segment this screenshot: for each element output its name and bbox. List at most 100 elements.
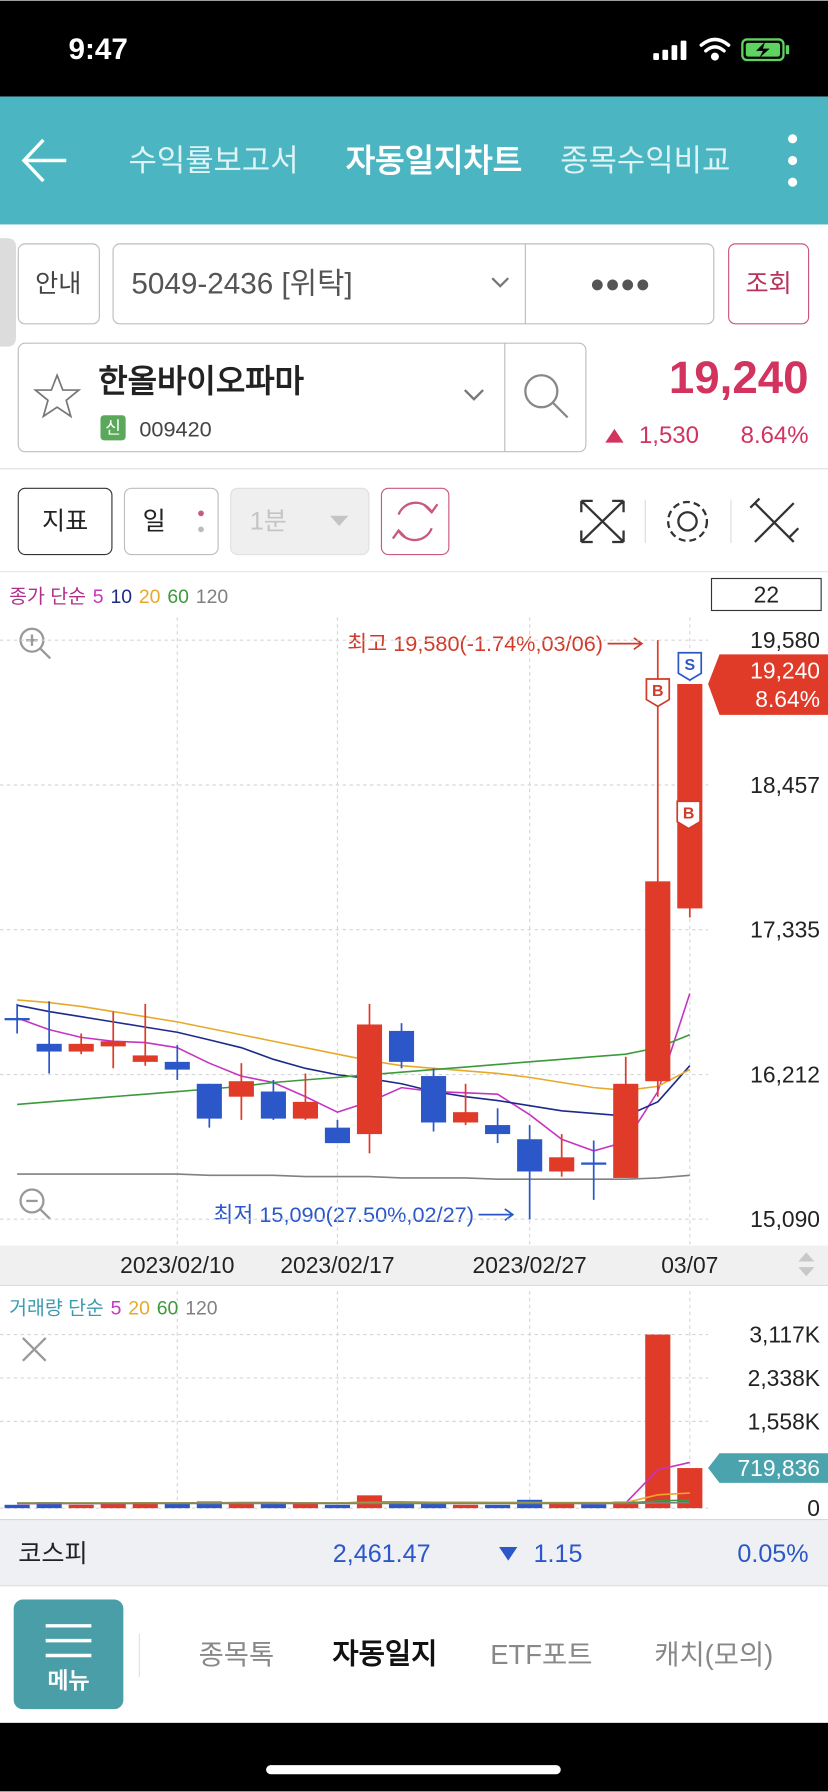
badge: [100, 415, 126, 441]
volume-bar: [100, 1503, 126, 1509]
legend-title: 종가 단순: [9, 586, 86, 608]
legend-entry: 20: [128, 1297, 150, 1319]
nav-tab[interactable]: 종목톡: [199, 1639, 275, 1670]
dot: [198, 526, 204, 533]
indicator-button[interactable]: [17, 487, 113, 556]
interval-button[interactable]: [230, 487, 370, 556]
password-mask[interactable]: ●●●●: [590, 270, 651, 298]
guide-label: 안내: [35, 270, 81, 298]
stock-change: 1,530: [639, 422, 699, 449]
period-label: 일: [143, 507, 166, 535]
volume-bar: [36, 1502, 62, 1509]
price-tag-label: 19,240: [750, 657, 820, 683]
indicator-label: 지표: [42, 507, 88, 535]
favorite-icon[interactable]: [33, 372, 82, 419]
volume-bar: [485, 1504, 511, 1509]
stock-box[interactable]: [17, 342, 587, 453]
volume-bar: [677, 1468, 703, 1509]
refresh-button[interactable]: [380, 487, 450, 556]
candle-body: [100, 1041, 126, 1047]
candle-body: [324, 1127, 351, 1144]
count-box[interactable]: [710, 577, 822, 612]
header-tab[interactable]: 종목수익비교: [560, 143, 730, 178]
battery-icon: [741, 38, 790, 62]
candle-body: [677, 684, 703, 909]
tools-button[interactable]: [749, 497, 800, 543]
volume-bar: [68, 1504, 94, 1509]
price-tag-label: 8.64%: [755, 686, 820, 712]
candle-body: [581, 1162, 607, 1165]
side-tab[interactable]: [0, 238, 16, 347]
dot: [198, 510, 204, 517]
candle-body: [260, 1091, 286, 1119]
y-tick-label: 17,335: [750, 917, 820, 943]
search-button[interactable]: [524, 374, 569, 419]
volume-bar: [453, 1504, 479, 1509]
marker-label: S: [684, 657, 695, 674]
volume-bar: [420, 1503, 447, 1509]
header-tab-active[interactable]: 자동일지차트: [346, 143, 522, 179]
period-button[interactable]: [123, 487, 219, 556]
volume-bar: [645, 1334, 671, 1509]
volume-bar: [549, 1503, 575, 1509]
back-button[interactable]: [21, 138, 67, 183]
account-box[interactable]: [112, 243, 715, 325]
candle-body: [388, 1030, 415, 1062]
date-axis: [0, 1245, 828, 1286]
candle-body: [292, 1101, 318, 1119]
candle-body: [36, 1043, 62, 1052]
candle-body: [132, 1055, 158, 1062]
volume-bar: [228, 1503, 254, 1509]
legend-entry: 10: [110, 586, 132, 608]
volume-bar: [164, 1503, 190, 1509]
more-button[interactable]: [788, 134, 798, 187]
ma-line: [17, 999, 691, 1092]
legend-entry: 60: [157, 1297, 179, 1319]
ma-line: [16, 993, 691, 1152]
status-time: 9:47: [69, 33, 128, 66]
home-area: [0, 1722, 828, 1792]
volume-bar: [388, 1503, 415, 1509]
close-volume-button[interactable]: [22, 1337, 47, 1362]
query-button[interactable]: [728, 243, 810, 325]
x-tick-label: 03/07: [661, 1252, 718, 1278]
index-value: 2,461.47: [333, 1540, 431, 1568]
stock-name: 한올바이오파마: [98, 363, 304, 399]
volume-bar: [581, 1504, 607, 1509]
candle-body: [517, 1139, 543, 1172]
y-tick-label: 2,338K: [748, 1365, 820, 1391]
x-tick-label: 2023/02/10: [120, 1252, 234, 1278]
volume-bar: [613, 1501, 639, 1509]
menu-icon: [45, 1624, 92, 1658]
y-tick-label: 18,457: [750, 772, 820, 798]
index-change: 1.15: [534, 1540, 583, 1568]
expand-button[interactable]: [580, 499, 625, 544]
candle-body: [613, 1083, 639, 1178]
volume-bar: [324, 1504, 351, 1509]
home-indicator[interactable]: [266, 1765, 561, 1775]
volume-bar: [260, 1503, 286, 1509]
badge-label: 신: [105, 418, 121, 438]
nav-tab[interactable]: ETF포트: [490, 1639, 592, 1670]
chart-layer: 19,580 18,457 17,335 16,212 15,090 3,117K 2,33…: [0, 586, 828, 1521]
header-tab[interactable]: 수익률보고서: [128, 143, 298, 178]
nav-tab-active[interactable]: 자동일지: [332, 1638, 437, 1670]
refresh-icon: [391, 501, 439, 542]
candle-body: [196, 1083, 222, 1119]
guide-button[interactable]: [17, 243, 100, 325]
annotation-arrow: [607, 637, 644, 651]
status-bar: [0, 0, 828, 97]
ma-line: [17, 1034, 691, 1106]
settings-button[interactable]: [666, 500, 709, 542]
volume-tag: [708, 1453, 828, 1483]
volume-bar: [292, 1503, 318, 1509]
zoom-out-button[interactable]: [19, 1188, 52, 1221]
x-tick-label: 2023/02/17: [280, 1252, 394, 1278]
scroll-icon[interactable]: [798, 1252, 815, 1277]
dropdown-icon[interactable]: [464, 389, 484, 401]
visible-count: 22: [754, 581, 779, 607]
legend-title: 거래량 단순: [9, 1297, 104, 1319]
nav-tab[interactable]: 캐치(모의): [654, 1639, 773, 1670]
marker-label: B: [683, 805, 695, 822]
